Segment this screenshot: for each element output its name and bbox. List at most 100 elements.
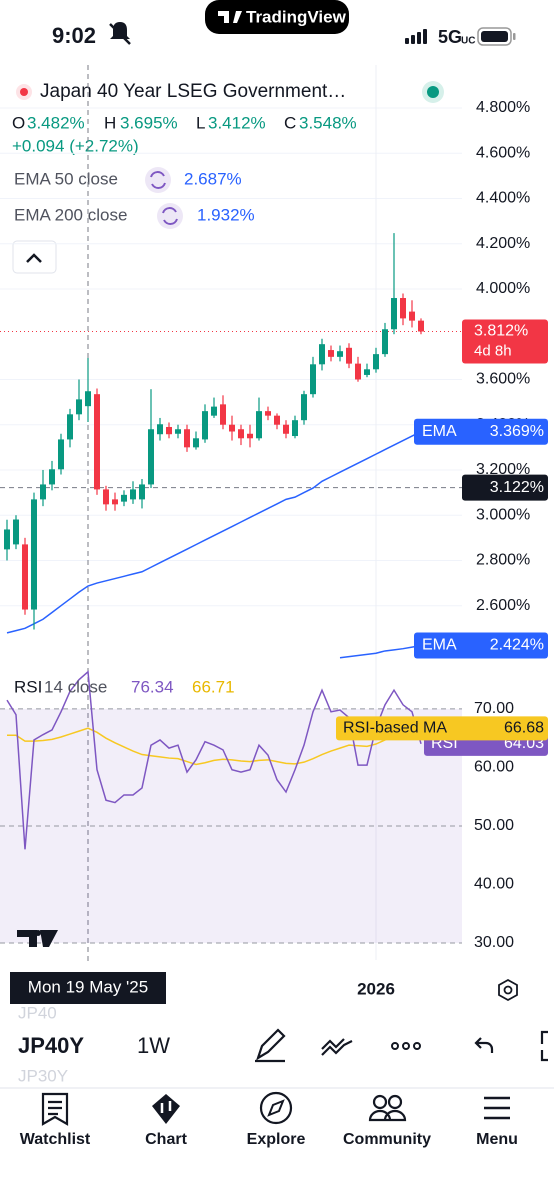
nav-label[interactable]: Watchlist (20, 1131, 91, 1148)
candle-body (130, 489, 136, 500)
y-tick-label: 4.400% (476, 190, 530, 207)
ema-icon-arrows (150, 171, 166, 189)
menu-icon[interactable] (484, 1096, 510, 1120)
candle-body (328, 350, 334, 357)
ema-icon-arrows (162, 207, 178, 225)
undo-icon[interactable] (474, 1037, 494, 1053)
candle-body (211, 406, 217, 416)
ohlc-key: H (104, 113, 116, 132)
nav-label[interactable]: Explore (247, 1131, 306, 1148)
price-label-name: EMA (422, 423, 457, 440)
y-tick-label: 2.600% (476, 597, 530, 614)
ohlc-key: C (284, 113, 296, 132)
symbol-next[interactable]: JP30Y (18, 1066, 68, 1085)
tv-logo (218, 11, 242, 23)
rsi-label-name: RSI-based MA (343, 720, 447, 737)
ema-settings-icon[interactable] (157, 203, 183, 229)
candle-body (319, 344, 325, 365)
y-tick-label: 3.600% (476, 371, 530, 388)
ema-line (339, 644, 422, 659)
y-tick-label: 3.200% (476, 461, 530, 478)
crosshair-price-box (462, 474, 548, 501)
candle-body (355, 363, 361, 380)
rsi-ma-value: 66.71 (192, 677, 235, 696)
candle-body (247, 433, 253, 439)
candle-body (274, 415, 280, 425)
indicators-icon[interactable] (321, 1038, 353, 1056)
symbol[interactable]: JP40Y (18, 1033, 84, 1058)
ohlc-key: O (12, 113, 25, 132)
crosshair-date-box (10, 972, 166, 1004)
candle-body (94, 394, 100, 490)
symbol-title[interactable]: Japan 40 Year LSEG Government… (40, 81, 346, 102)
candle-body (220, 404, 226, 425)
candle-body (49, 469, 55, 485)
signal-icon (405, 29, 427, 44)
candle-body (175, 429, 181, 434)
ema-legend-value: 2.687% (184, 169, 242, 188)
candle-body (85, 391, 91, 407)
watermark-logo (17, 930, 58, 947)
price-label-value: 2.424% (490, 637, 544, 654)
y-tick-label: 30.00 (474, 934, 514, 951)
candle-body (256, 411, 262, 439)
ohlc-value: 3.548% (299, 113, 357, 132)
nav-label[interactable]: Chart (145, 1131, 187, 1148)
candle-body (310, 364, 316, 395)
candle-body (13, 519, 19, 545)
ema-legend-name[interactable]: EMA 50 close (14, 169, 118, 188)
chart-icon[interactable] (152, 1094, 180, 1124)
rsi-title[interactable]: RSI (14, 677, 42, 696)
market-open-dot (427, 86, 439, 98)
network-sub: UC (461, 36, 475, 47)
price-label-value: 3.369% (490, 423, 544, 440)
ema-legend-name[interactable]: EMA 200 close (14, 205, 127, 224)
ohlc-legend: O 3.482% H 3.695% L 3.412% C 3.548% (12, 113, 357, 132)
last-price: 3.812% (474, 323, 528, 340)
rsi-value: 76.34 (131, 677, 174, 696)
rsi-params: 14 close (44, 677, 107, 696)
candle-body (202, 411, 208, 440)
candle-body (40, 484, 46, 500)
more-icon[interactable] (391, 1042, 421, 1050)
candle-body (4, 529, 10, 550)
network: 5G (438, 27, 462, 47)
last-price-box (462, 319, 548, 364)
nav-label[interactable]: Menu (476, 1131, 518, 1148)
ohlc-value: 3.695% (120, 113, 178, 132)
nav-label[interactable]: Community (343, 1131, 431, 1148)
community-icon[interactable] (368, 1094, 407, 1122)
chart-icon-candles (160, 1101, 172, 1113)
y-tick-label: 60.00 (474, 759, 514, 776)
candle-body (193, 438, 199, 448)
candle-body (184, 429, 190, 448)
candle-body (67, 414, 73, 440)
axis-settings-icon[interactable] (498, 978, 518, 1002)
ema-settings-icon[interactable] (145, 167, 171, 193)
rsi-label-box (336, 716, 548, 741)
chevron-up (26, 253, 42, 263)
candle-body (418, 320, 424, 332)
symbol-prev[interactable]: JP40 (18, 1003, 57, 1022)
price-label-box (414, 418, 548, 445)
clock: 9:02 (52, 23, 96, 48)
y-tick-label: 4.200% (476, 235, 530, 252)
bottom-nav: Watchlist Chart Explore Community Menu (20, 1131, 518, 1148)
candle-body (265, 411, 271, 416)
candle-body (58, 439, 64, 470)
candle-body (337, 351, 343, 357)
price-label-box (414, 632, 548, 659)
rsi-line (7, 727, 422, 766)
y-tick-label: 40.00 (474, 876, 514, 893)
draw-tool-icon[interactable] (255, 1028, 286, 1063)
explore-icon[interactable] (259, 1091, 293, 1125)
y-tick-label: 50.00 (474, 817, 514, 834)
candle-body (148, 429, 154, 485)
watchlist-icon[interactable] (41, 1092, 69, 1126)
interval[interactable]: 1W (137, 1033, 170, 1058)
y-tick-label: 70.00 (474, 700, 514, 717)
candle-body (292, 420, 298, 437)
fullscreen-icon[interactable] (540, 1030, 548, 1062)
app-pill[interactable] (205, 0, 349, 34)
